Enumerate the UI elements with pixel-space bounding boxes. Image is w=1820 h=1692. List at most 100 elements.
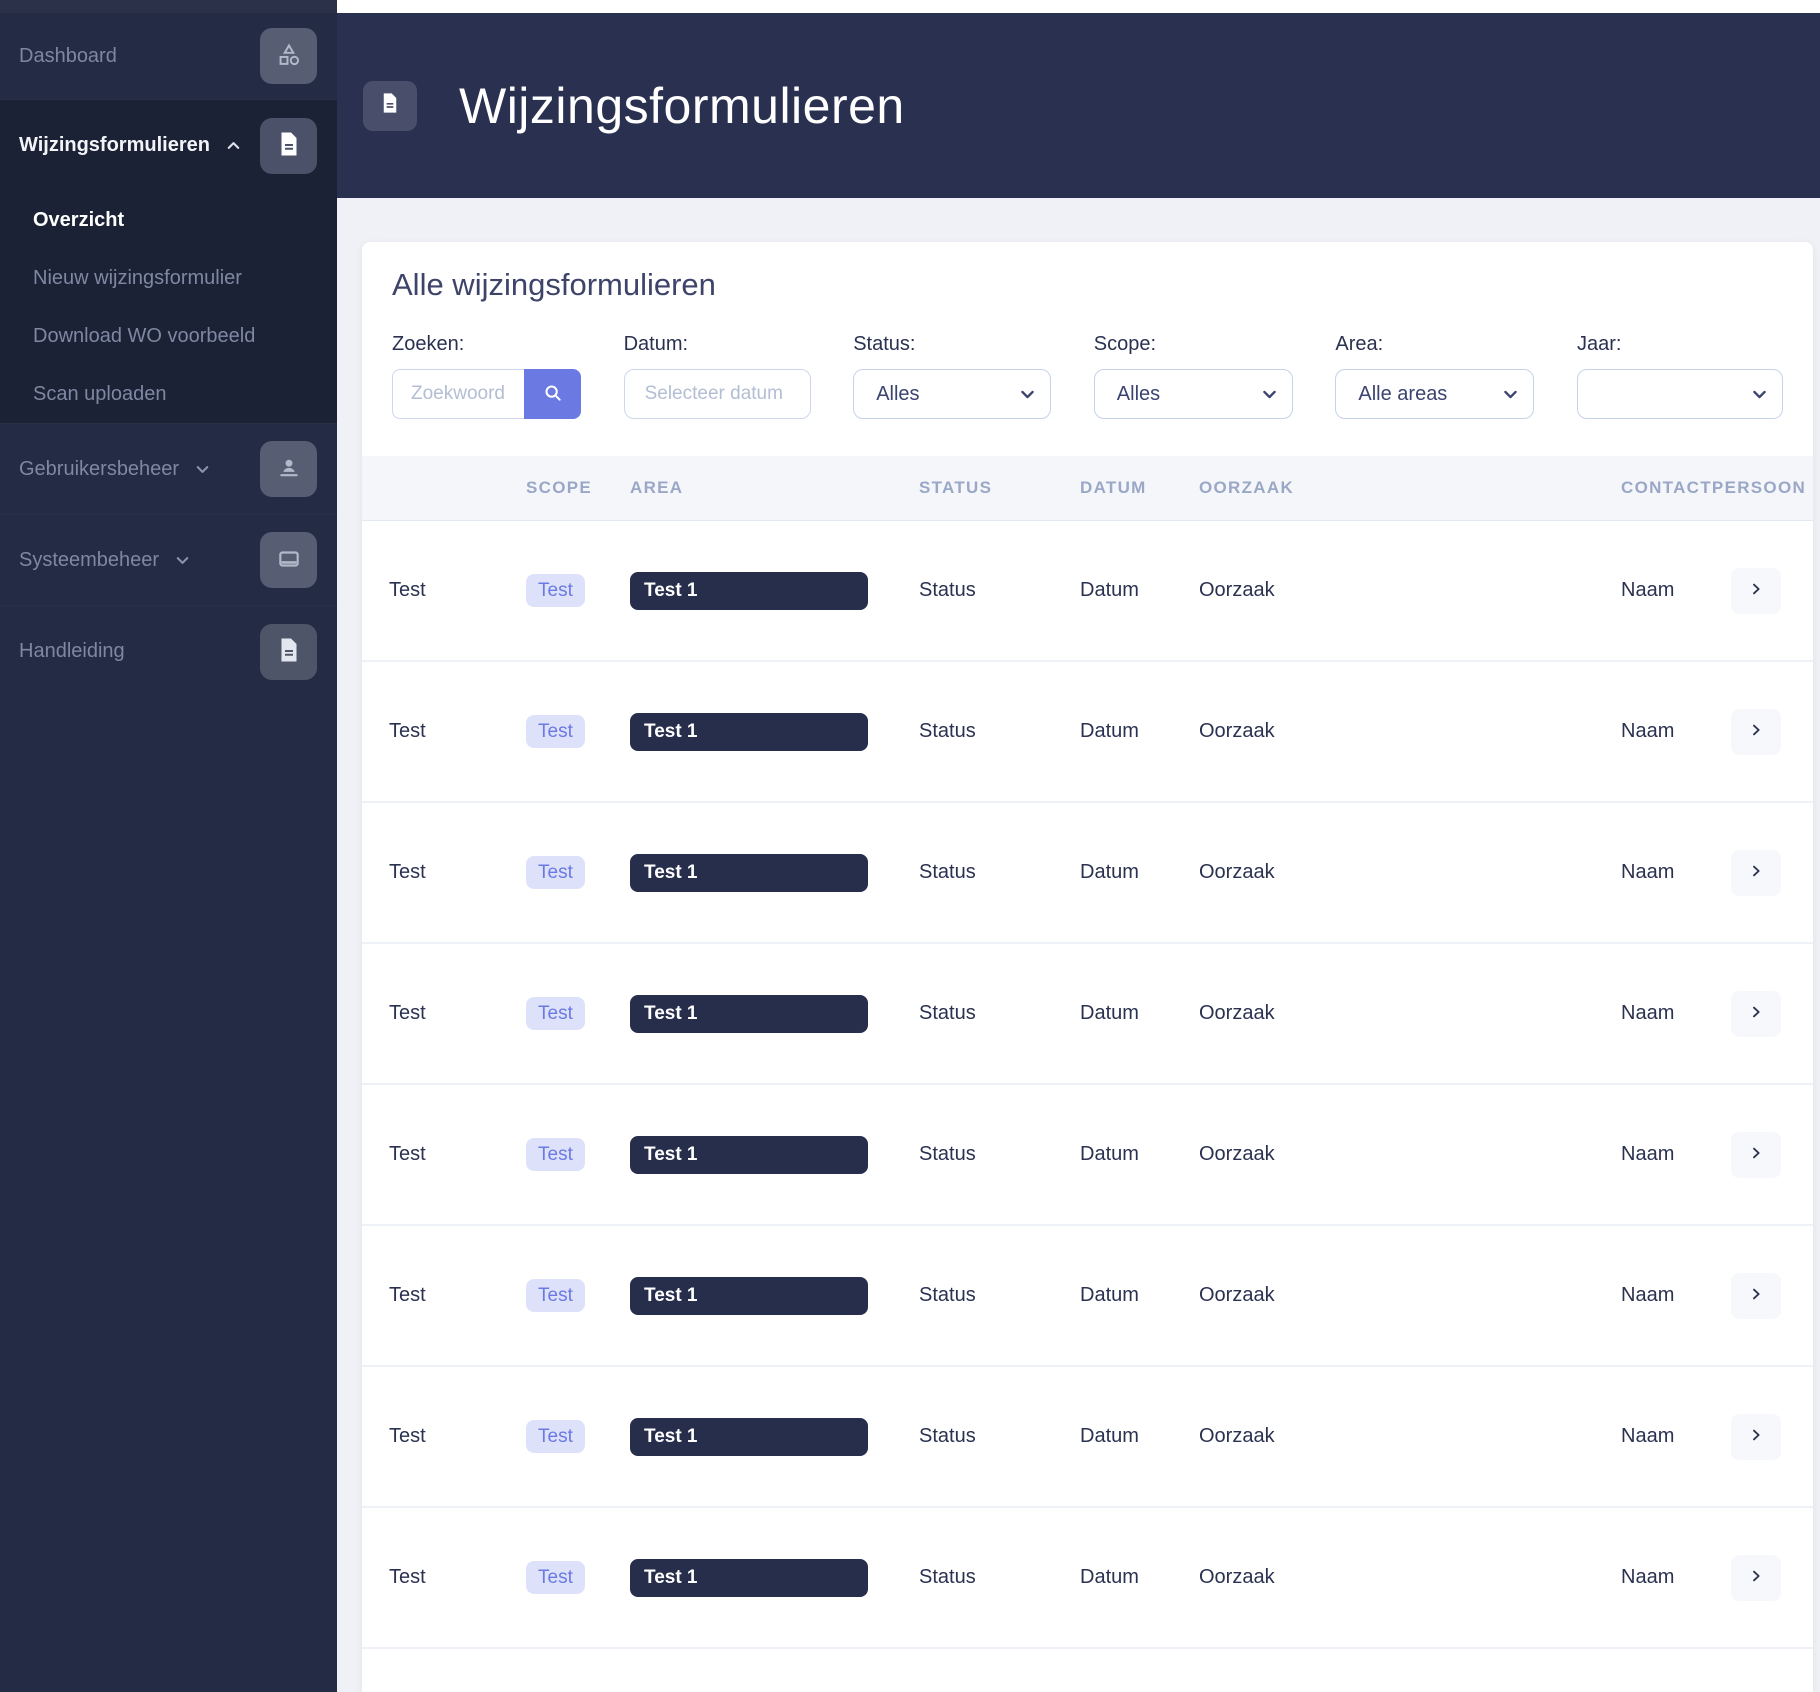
row-detail-button[interactable] <box>1731 1413 1781 1460</box>
scope-badge: Test <box>526 1419 585 1453</box>
top-strip <box>337 0 1820 13</box>
card-title: Alle wijzingsformulieren <box>392 267 716 302</box>
filter-bar: Zoeken: <box>362 333 1813 419</box>
chevron-right-icon <box>1748 1004 1764 1023</box>
status-cell: Status <box>919 1002 976 1024</box>
sidebar-item-label: Dashboard <box>19 44 117 67</box>
scope-badge: Test <box>526 996 585 1030</box>
status-select[interactable]: Alles <box>853 369 1052 419</box>
filter-jaar: Jaar: <box>1576 333 1783 419</box>
main-area: Wijzingsformulieren Alle wijzingsformuli… <box>337 0 1820 1692</box>
column-header-status: STATUS <box>919 478 993 497</box>
column-header-oorzaak: OORZAAK <box>1199 478 1295 497</box>
sidebar-group-wijzingsformulieren: Wijzingsformulieren Overzicht Nieuw wijz… <box>0 99 337 424</box>
content: Alle wijzingsformulieren Zoeken: <box>337 198 1820 1692</box>
filter-status: Status: Alles <box>853 333 1052 419</box>
jaar-select[interactable] <box>1576 369 1783 419</box>
contactpersoon-cell: Naam <box>1621 1002 1675 1024</box>
status-cell: Status <box>919 1143 976 1165</box>
row-name-cell: Test <box>389 861 426 883</box>
submenu-item-download-wo-voorbeeld[interactable]: Download WO voorbeeld <box>33 324 256 347</box>
chevron-right-icon <box>1748 1427 1764 1446</box>
datum-cell: Datum <box>1080 1143 1139 1165</box>
page-header: Wijzingsformulieren <box>337 13 1820 198</box>
datum-label: Datum: <box>623 333 689 355</box>
row-detail-button[interactable] <box>1731 708 1781 755</box>
row-detail-button[interactable] <box>1731 567 1781 614</box>
sidebar-item-wijzingsformulieren[interactable]: Wijzingsformulieren <box>0 100 337 191</box>
page-title: Wijzingsformulieren <box>459 77 905 134</box>
area-select[interactable]: Alle areas <box>1335 369 1535 419</box>
gebruikersbeheer-icon-button[interactable] <box>260 441 317 497</box>
chevron-right-icon <box>1748 1145 1764 1164</box>
column-header-datum: DATUM <box>1080 478 1147 497</box>
oorzaak-cell: Oorzaak <box>1199 861 1275 883</box>
sidebar-item-gebruikersbeheer[interactable]: Gebruikersbeheer <box>0 424 337 515</box>
chevron-right-icon <box>1748 722 1764 741</box>
area-pill: Test 1 <box>630 994 868 1033</box>
area-label: Area: <box>1335 333 1384 355</box>
file-icon <box>277 131 301 160</box>
wijzingsformulieren-icon-button[interactable] <box>260 117 317 174</box>
area-pill: Test 1 <box>630 712 868 751</box>
table-row: Test Test Test 1 Status Datum Oorzaak Na… <box>362 803 1813 944</box>
chevron-right-icon <box>1748 1286 1764 1305</box>
wijzingsformulieren-card: Alle wijzingsformulieren Zoeken: <box>362 242 1813 1692</box>
table-header-row: SCOPE AREA STATUS DATUM OORZAAK CONTACTP… <box>362 456 1813 521</box>
systeembeheer-icon-button[interactable] <box>260 532 317 588</box>
row-detail-button[interactable] <box>1731 1131 1781 1178</box>
scope-badge: Test <box>526 855 585 889</box>
area-pill: Test 1 <box>630 1135 868 1174</box>
contactpersoon-cell: Naam <box>1621 579 1675 601</box>
oorzaak-cell: Oorzaak <box>1199 720 1275 742</box>
contactpersoon-cell: Naam <box>1621 861 1675 883</box>
handleiding-icon-button[interactable] <box>260 623 317 680</box>
datum-cell: Datum <box>1080 720 1139 742</box>
row-detail-button[interactable] <box>1731 1272 1781 1319</box>
chevron-right-icon <box>1748 863 1764 882</box>
jaar-label: Jaar: <box>1576 333 1622 355</box>
scope-badge: Test <box>526 1278 585 1312</box>
area-pill: Test 1 <box>630 1558 868 1597</box>
submenu-item-overzicht[interactable]: Overzicht <box>33 208 125 231</box>
sidebar-item-label: Handleiding <box>19 640 125 662</box>
oorzaak-cell: Oorzaak <box>1199 1002 1275 1024</box>
sidebar-item-label: Gebruikersbeheer <box>19 457 180 480</box>
sidebar-item-handleiding[interactable]: Handleiding <box>0 606 337 697</box>
dashboard-icon-button[interactable] <box>260 28 317 84</box>
chevron-down-icon <box>173 551 192 570</box>
scope-select[interactable]: Alles <box>1093 369 1293 419</box>
datum-cell: Datum <box>1080 861 1139 883</box>
status-label: Status: <box>853 333 916 355</box>
page-header-icon-badge <box>363 80 417 131</box>
filter-area: Area: Alle areas <box>1335 333 1535 419</box>
chevron-down-icon <box>193 460 212 479</box>
row-name-cell: Test <box>389 1143 426 1165</box>
row-name-cell: Test <box>389 1566 426 1588</box>
contactpersoon-cell: Naam <box>1621 720 1675 742</box>
contactpersoon-cell: Naam <box>1621 1425 1675 1447</box>
search-button[interactable] <box>524 369 581 419</box>
status-cell: Status <box>919 1425 976 1447</box>
oorzaak-cell: Oorzaak <box>1199 1566 1275 1588</box>
row-name-cell: Test <box>389 720 426 742</box>
datum-cell: Datum <box>1080 579 1139 601</box>
sidebar-item-systeembeheer[interactable]: Systeembeheer <box>0 515 337 606</box>
sidebar-item-label: Systeembeheer <box>19 548 160 571</box>
row-detail-button[interactable] <box>1731 1554 1781 1601</box>
search-input[interactable] <box>392 369 524 419</box>
status-cell: Status <box>919 720 976 742</box>
submenu-item-scan-uploaden[interactable]: Scan uploaden <box>33 382 167 405</box>
sidebar: Dashboard Wijzingsformulieren <box>0 0 337 1692</box>
submenu-item-nieuw-wijzingsformulier[interactable]: Nieuw wijzingsformulier <box>33 266 242 289</box>
person-icon <box>276 455 302 484</box>
contactpersoon-cell: Naam <box>1621 1143 1675 1165</box>
datum-input[interactable] <box>623 369 811 419</box>
sidebar-item-dashboard[interactable]: Dashboard <box>0 13 337 99</box>
table-row: Test Test Test 1 Status Datum Oorzaak Na… <box>362 1508 1813 1649</box>
file-icon <box>380 92 400 119</box>
row-detail-button[interactable] <box>1731 849 1781 896</box>
row-detail-button[interactable] <box>1731 990 1781 1037</box>
datum-cell: Datum <box>1080 1002 1139 1024</box>
filter-zoeken: Zoeken: <box>392 333 581 419</box>
